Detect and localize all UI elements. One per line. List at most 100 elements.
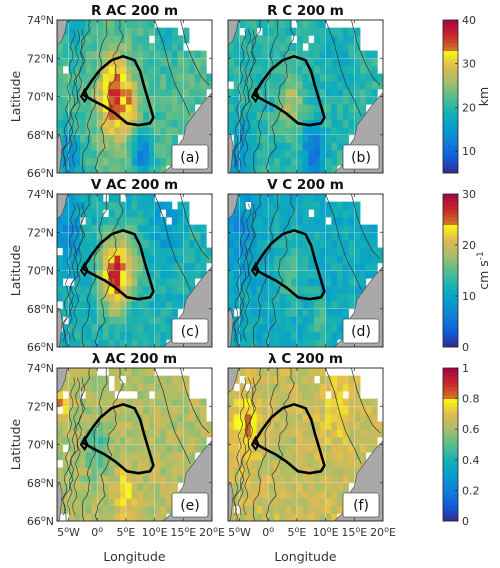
heatmap-cell bbox=[68, 398, 75, 407]
heatmap-cell bbox=[250, 368, 258, 377]
panel-label: (a) bbox=[180, 150, 200, 166]
heatmap-cell bbox=[342, 398, 349, 407]
heatmap-cell bbox=[79, 459, 87, 468]
heatmap-cell bbox=[171, 467, 178, 476]
y-tick-label: 66oN bbox=[27, 166, 54, 180]
heatmap-cell bbox=[319, 475, 326, 484]
bathymetry-contour bbox=[180, 368, 210, 434]
heatmap-cell bbox=[131, 150, 138, 159]
heatmap-cell bbox=[108, 232, 115, 241]
heatmap-cell bbox=[233, 216, 240, 225]
heatmap-cell bbox=[74, 42, 81, 51]
heatmap-cell bbox=[166, 142, 173, 151]
heatmap-cell bbox=[131, 398, 138, 407]
heatmap-cell bbox=[285, 390, 292, 399]
colorbar-segment bbox=[443, 455, 458, 461]
heatmap-cell bbox=[68, 81, 75, 90]
heatmap-cell bbox=[154, 293, 161, 302]
heatmap-cell bbox=[97, 505, 104, 514]
heatmap-cell bbox=[319, 293, 326, 302]
heatmap-cell bbox=[131, 20, 138, 29]
heatmap-cell bbox=[194, 96, 201, 105]
heatmap-cell bbox=[194, 406, 201, 415]
heatmap-cell bbox=[360, 406, 367, 415]
heatmap-cell bbox=[250, 127, 258, 136]
heatmap-cell bbox=[337, 58, 344, 67]
heatmap-cell bbox=[154, 390, 161, 399]
heatmap-cell bbox=[337, 262, 344, 271]
heatmap-cell bbox=[85, 239, 92, 248]
heatmap-cell bbox=[239, 134, 246, 143]
map-content bbox=[57, 368, 212, 521]
heatmap-cell bbox=[62, 406, 69, 415]
heatmap-cell bbox=[273, 490, 281, 499]
heatmap-cell bbox=[125, 406, 133, 415]
heatmap-cell bbox=[154, 444, 161, 453]
heatmap-cell bbox=[348, 42, 355, 51]
heatmap-cell bbox=[85, 111, 92, 120]
heatmap-cell bbox=[143, 111, 150, 120]
heatmap-cell bbox=[325, 104, 332, 113]
heatmap-cell bbox=[143, 301, 150, 310]
heatmap-cell bbox=[125, 413, 133, 422]
heatmap-cell bbox=[371, 96, 378, 105]
heatmap-cell bbox=[79, 127, 87, 136]
heatmap-cell bbox=[102, 429, 110, 438]
bathymetry-contour bbox=[154, 194, 191, 290]
heatmap-cell bbox=[79, 293, 87, 302]
colorbar-segment bbox=[443, 150, 458, 155]
heatmap-cell bbox=[256, 383, 263, 392]
heatmap-cell bbox=[291, 490, 298, 499]
heatmap-cell bbox=[102, 444, 110, 453]
heatmap-cell bbox=[291, 429, 298, 438]
heatmap-cell bbox=[279, 73, 286, 82]
heatmap-cell bbox=[233, 247, 240, 256]
heatmap-cell bbox=[160, 498, 167, 507]
heatmap-cell bbox=[325, 150, 332, 159]
basin-outline bbox=[252, 55, 326, 127]
heatmap-cell bbox=[308, 368, 315, 377]
heatmap-cell bbox=[296, 459, 304, 468]
heatmap-cell bbox=[268, 224, 275, 233]
heatmap-cell bbox=[291, 262, 298, 271]
colorbar-segment bbox=[443, 486, 458, 491]
heatmap-cell bbox=[337, 375, 344, 384]
heatmap-cell bbox=[348, 239, 355, 248]
heatmap-cell bbox=[62, 475, 69, 484]
heatmap-cell bbox=[342, 278, 349, 287]
heatmap-cell bbox=[337, 308, 344, 317]
heatmap-cell bbox=[74, 224, 81, 233]
heatmap-cell bbox=[108, 316, 115, 325]
heatmap-cell bbox=[97, 429, 104, 438]
panel-d: V C 200 m(d) bbox=[227, 177, 384, 348]
heatmap-cell bbox=[143, 498, 150, 507]
heatmap-cell bbox=[200, 224, 207, 233]
heatmap-cell bbox=[325, 50, 332, 59]
heatmap-cell bbox=[262, 239, 269, 248]
heatmap-cell bbox=[319, 88, 326, 97]
heatmap-cell bbox=[296, 368, 304, 377]
heatmap-cell bbox=[200, 270, 207, 279]
colorbar-segment bbox=[443, 335, 458, 340]
heatmap-cell bbox=[256, 209, 263, 218]
heatmap-cell bbox=[245, 27, 252, 36]
colorbar-segment bbox=[443, 331, 458, 336]
heatmap-cell bbox=[245, 413, 252, 422]
heatmap-cell bbox=[148, 262, 155, 271]
ticks bbox=[228, 193, 384, 348]
bathymetry-contour bbox=[237, 203, 251, 342]
heatmap-cell bbox=[85, 436, 92, 445]
heatmap-cell bbox=[273, 247, 281, 256]
heatmap-cell bbox=[148, 165, 155, 173]
heatmap-cell bbox=[314, 383, 321, 392]
heatmap-cell bbox=[319, 224, 326, 233]
heatmap-cell bbox=[120, 505, 127, 514]
heatmap-cell bbox=[342, 467, 349, 476]
heatmap-cell bbox=[285, 194, 292, 203]
heatmap-cell bbox=[108, 293, 115, 302]
heatmap-cell bbox=[331, 490, 338, 499]
colorbar-segment bbox=[443, 270, 458, 275]
heatmap-cell bbox=[68, 119, 75, 128]
heatmap-cell bbox=[91, 201, 98, 210]
